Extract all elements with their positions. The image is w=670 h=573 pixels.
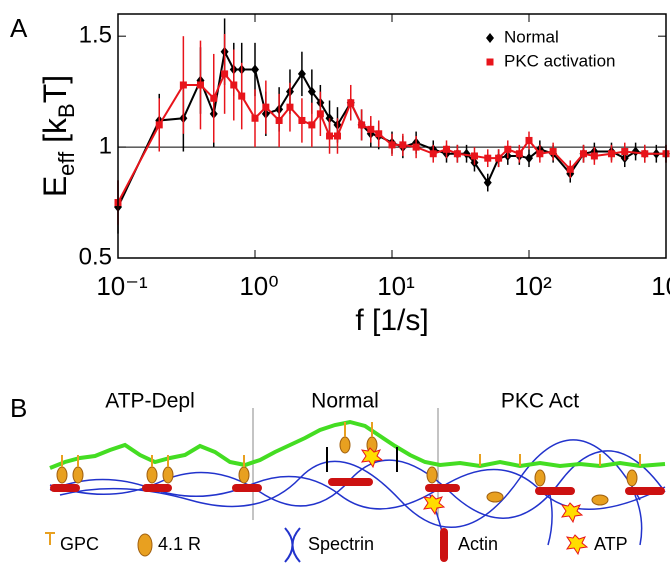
y-axis-label: Eeff [kBT] — [37, 75, 78, 197]
marker — [388, 141, 396, 149]
section-label: PKC Act — [501, 390, 579, 413]
panel-label: B — [10, 393, 27, 423]
marker — [298, 116, 306, 124]
legend-marker — [486, 58, 494, 66]
marker — [495, 154, 503, 162]
y-tick-label: 1 — [99, 132, 112, 159]
chart: 10⁻¹ 10⁰ 10¹ 10² 10³ 0.5 1 1.5 Normal PKC activat… — [37, 13, 670, 337]
marker — [230, 81, 238, 89]
marker — [358, 121, 366, 129]
legend-label: ATP — [594, 534, 628, 554]
marker — [326, 132, 334, 140]
y-axis-label-part: T] — [37, 75, 73, 103]
gpc — [61, 422, 641, 467]
marker — [621, 148, 629, 156]
marker — [221, 70, 229, 78]
arrows — [326, 447, 398, 472]
marker — [484, 154, 492, 162]
marker — [375, 130, 383, 138]
legend-label: 4.1 R — [158, 534, 201, 554]
marker — [525, 136, 533, 144]
marker — [308, 121, 316, 129]
marker — [275, 116, 283, 124]
marker — [347, 99, 355, 107]
marker — [462, 148, 471, 159]
marker — [470, 152, 478, 160]
marker — [399, 141, 407, 149]
section-label: Normal — [311, 390, 379, 413]
x-tick-label: 10³ — [651, 271, 670, 301]
diagram: ATP-Depl Normal PKC Act GPC 4.1 R Spectr… — [45, 390, 666, 563]
marker — [504, 145, 512, 153]
marker — [238, 92, 246, 100]
legend-marker — [486, 33, 494, 43]
legend-label: Normal — [504, 27, 559, 46]
marker — [179, 81, 187, 89]
marker — [155, 121, 163, 129]
marker — [367, 125, 375, 133]
marker — [333, 132, 341, 140]
marker — [631, 146, 640, 157]
marker — [483, 177, 492, 188]
y-axis-label-part: [k — [37, 117, 73, 152]
marker — [297, 68, 306, 79]
marker — [549, 148, 557, 156]
marker — [210, 94, 218, 102]
marker — [251, 114, 259, 122]
x-tick-label: 10¹ — [377, 271, 415, 301]
y-axis-label-part: eff — [54, 151, 79, 176]
legend-label: PKC activation — [504, 51, 616, 70]
marker — [196, 81, 204, 89]
legend-diagram: GPC 4.1 R Spectrin Actin ATP — [45, 527, 628, 563]
y-axis-label-part: B — [54, 103, 79, 118]
atp — [360, 447, 584, 524]
legend-label: Actin — [458, 534, 498, 554]
marker — [307, 86, 316, 97]
marker — [262, 103, 270, 111]
marker — [412, 143, 420, 151]
section-label: ATP-Depl — [105, 390, 194, 413]
marker — [607, 150, 615, 158]
marker — [590, 152, 598, 160]
membrane — [49, 419, 666, 470]
marker — [580, 150, 588, 158]
marker — [641, 150, 649, 158]
legend-label: GPC — [60, 534, 99, 554]
marker — [515, 150, 523, 158]
plot-frame — [117, 13, 667, 259]
panel-label: A — [10, 13, 28, 43]
y-axis-label-part: E — [37, 176, 73, 197]
x-tick-label: 10² — [514, 271, 552, 301]
marker — [443, 145, 451, 153]
marker — [566, 165, 574, 173]
marker — [286, 103, 294, 111]
marker — [251, 64, 259, 75]
actin — [50, 478, 665, 495]
x-axis-label: f [1/s] — [355, 304, 428, 337]
marker — [525, 153, 533, 164]
band-4-1 — [56, 436, 638, 506]
x-tick-label: 10⁻¹ — [96, 271, 148, 301]
marker — [316, 110, 324, 118]
marker — [453, 150, 461, 158]
x-tick-label: 10⁰ — [239, 271, 278, 301]
y-tick-label: 1.5 — [79, 22, 112, 49]
marker — [429, 150, 437, 158]
y-tick-label: 0.5 — [79, 243, 112, 270]
legend-label: Spectrin — [308, 534, 374, 554]
marker — [536, 150, 544, 158]
